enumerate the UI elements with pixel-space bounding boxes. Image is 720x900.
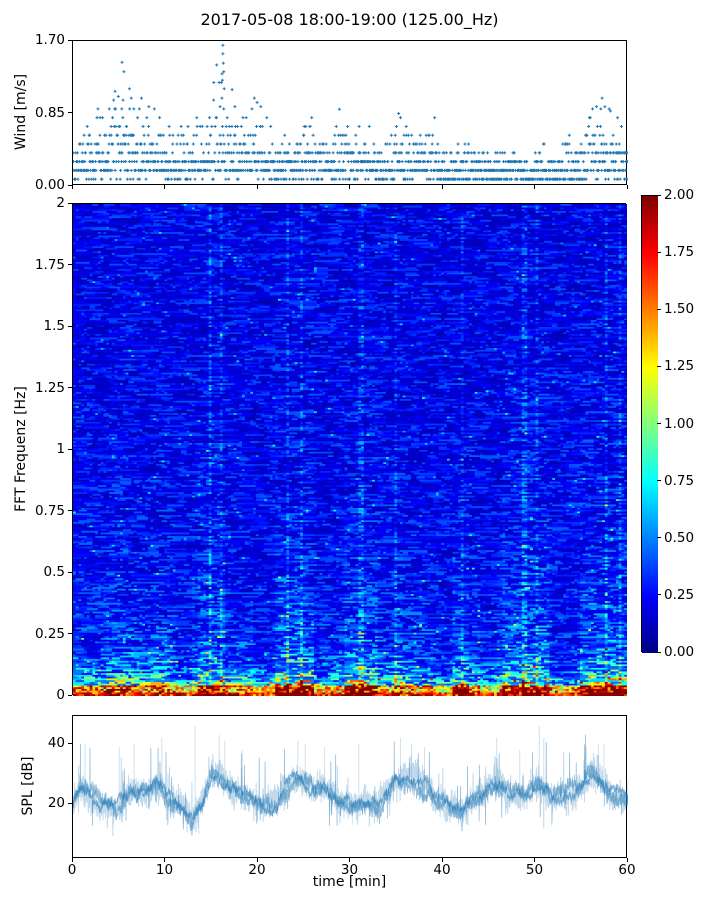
spectrogram-ytick	[68, 510, 72, 511]
spectrogram-ytick-label: 0	[56, 687, 65, 703]
spectrogram-ytick-label: 1.5	[43, 318, 65, 334]
spectrogram-ytick	[68, 571, 72, 573]
colorbar-tick	[657, 480, 661, 482]
colorbar-tick-label: 1.25	[664, 358, 695, 375]
colorbar	[641, 195, 658, 653]
spl-xtick-label: 50	[525, 862, 544, 878]
spectrogram-ytick	[68, 202, 72, 204]
wind-ytick-label: 0.85	[34, 104, 65, 121]
spl-ytick-label: 20	[47, 795, 65, 811]
colorbar-tick-label: 0.75	[664, 472, 695, 489]
spectrogram-ylabel: FFT Frequenz [Hz]	[13, 386, 29, 512]
spectrogram-canvas	[73, 204, 627, 696]
spl-xtick-label: 30	[340, 862, 359, 878]
spectrogram-ytick	[68, 325, 72, 327]
spl-line-canvas	[73, 716, 628, 859]
colorbar-tick	[657, 594, 661, 596]
colorbar-tick-label: 1.00	[664, 415, 695, 432]
spl-xtick	[71, 858, 73, 862]
spl-xtick	[441, 858, 443, 862]
spectrogram-ytick	[68, 387, 72, 388]
spectrogram-ytick	[68, 694, 72, 696]
wind-scatter-canvas	[73, 41, 628, 186]
spectrogram-ytick	[68, 264, 72, 265]
spectrogram-ytick-label: 1.25	[34, 379, 65, 396]
spl-xtick	[626, 858, 628, 862]
colorbar-tick	[657, 365, 661, 367]
wind-xtick	[71, 185, 73, 189]
wind-xtick	[164, 185, 165, 189]
spectrogram-axes	[72, 203, 627, 696]
figure-title: 2017-05-08 18:00-19:00 (125.00_Hz)	[200, 10, 499, 29]
colorbar-tick-label: 1.50	[664, 301, 695, 318]
wind-ytick	[68, 184, 72, 186]
spl-xtick-label: 20	[248, 862, 266, 878]
wind-ylabel: Wind [m/s]	[13, 73, 29, 151]
spectrogram-ytick	[68, 448, 72, 450]
spectrogram-ytick-label: 1.75	[34, 256, 65, 273]
wind-xtick	[441, 185, 443, 189]
spl-xtick	[256, 858, 258, 862]
colorbar-tick-label: 1.75	[664, 244, 695, 261]
spectrogram-ytick-label: 2	[56, 195, 65, 211]
spl-xtick-label: 0	[67, 862, 77, 878]
spectrogram-ytick	[68, 633, 72, 634]
colorbar-tick	[657, 423, 661, 424]
x-axis-label: time [min]	[312, 874, 387, 890]
spl-ytick	[68, 742, 72, 744]
spl-plot-axes	[72, 715, 628, 859]
spectrogram-ytick-label: 0.25	[34, 625, 65, 642]
spl-xtick	[349, 858, 350, 862]
spectrogram-ytick-label: 0.75	[34, 502, 65, 519]
wind-ytick-label: 0.00	[34, 177, 65, 193]
wind-xtick	[349, 185, 350, 189]
spl-xtick-label: 60	[618, 862, 636, 878]
colorbar-tick	[657, 308, 661, 310]
colorbar-tick-label: 0.25	[664, 586, 695, 603]
spectrogram-ytick-label: 1	[56, 441, 65, 457]
wind-xtick	[256, 185, 258, 189]
wind-ytick-label: 1.70	[34, 32, 65, 48]
wind-xtick	[534, 185, 535, 189]
colorbar-canvas	[642, 196, 658, 653]
spl-xtick	[534, 858, 535, 862]
colorbar-tick	[657, 651, 661, 653]
colorbar-tick	[657, 194, 661, 196]
spl-xtick	[164, 858, 165, 862]
colorbar-tick	[657, 251, 661, 253]
wind-ytick	[68, 112, 72, 113]
spl-ytick-label: 40	[47, 735, 65, 751]
spl-ytick	[68, 802, 72, 804]
spl-xtick-label: 40	[433, 862, 451, 878]
colorbar-tick-label: 0.00	[664, 644, 695, 660]
colorbar-tick-label: 0.50	[664, 529, 695, 546]
spl-xtick-label: 10	[155, 862, 174, 878]
colorbar-tick-label: 2.00	[664, 187, 695, 203]
spectrogram-ytick-label: 0.5	[43, 564, 65, 580]
wind-ytick	[68, 39, 72, 41]
wind-plot-axes	[72, 40, 628, 186]
spl-ylabel: SPL [dB]	[20, 756, 36, 816]
wind-xtick	[626, 185, 628, 189]
colorbar-tick	[657, 537, 661, 539]
